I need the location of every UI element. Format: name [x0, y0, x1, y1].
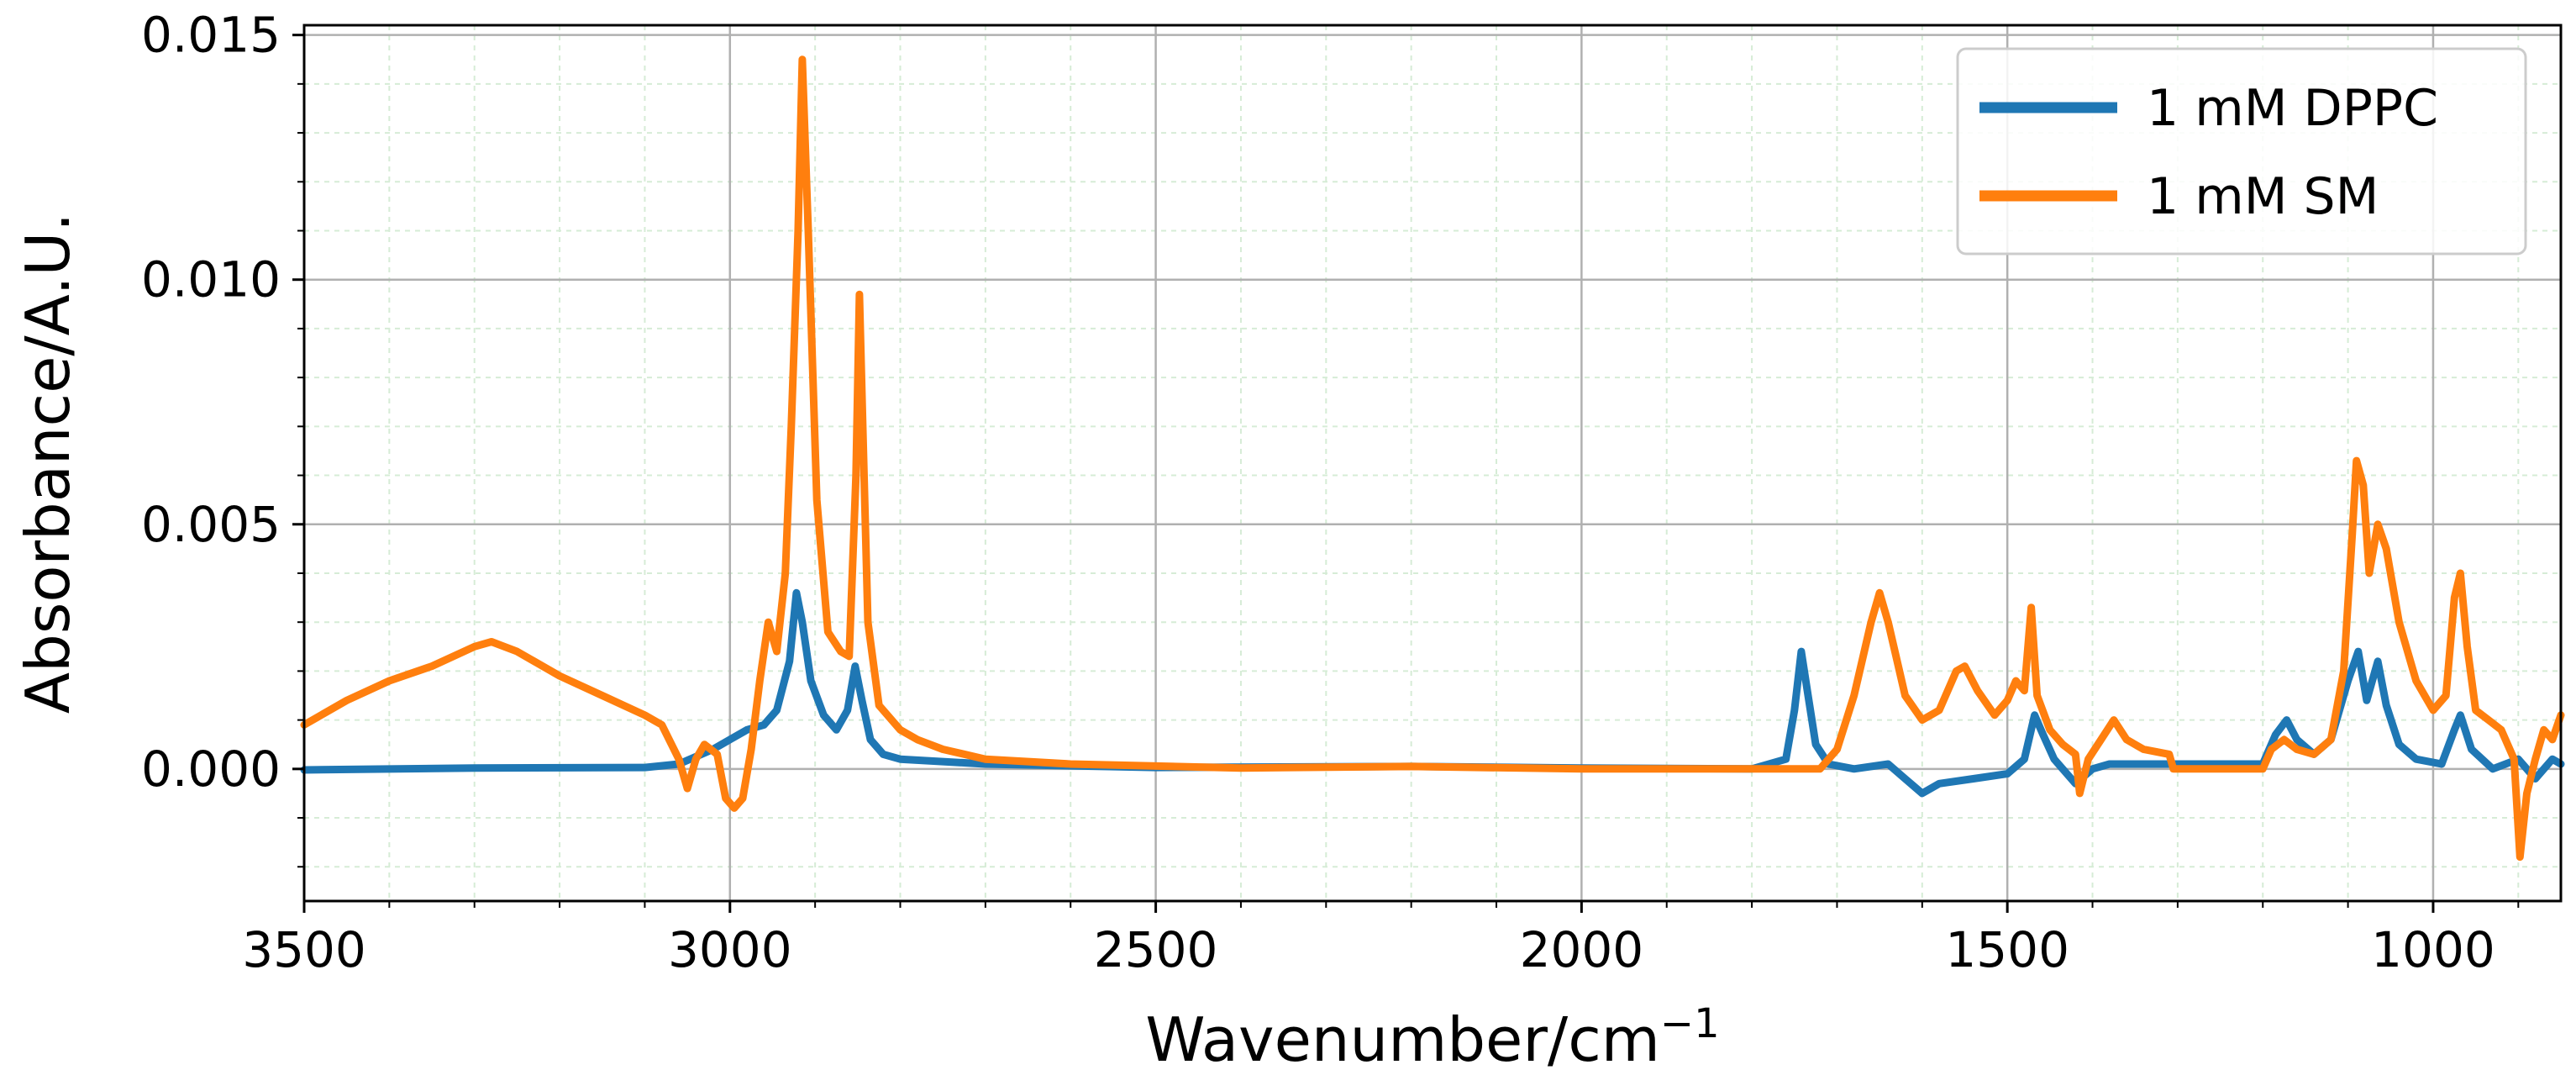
x-tick-label: 1500 [1945, 921, 2069, 978]
plot-frame [302, 24, 2563, 903]
y-axis-title: Absorbance/A.U. [13, 213, 83, 714]
x-axis-title-superscript: −1 [1660, 1000, 1720, 1047]
series-line-sm [300, 55, 2565, 862]
legend-box [1956, 47, 2527, 256]
y-tick-label: 0.005 [141, 496, 281, 553]
x-axis-title-text: Wavenumber/cm [1145, 1004, 1660, 1075]
axis-tick-labels: 3500 3000 2500 2000 1500 1000 0.000 0.005 0.010 0… [141, 7, 2495, 978]
x-tick-label: 1000 [2371, 921, 2495, 978]
legend-label: 1 mM DPPC [2147, 79, 2438, 138]
legend-label: 1 mM SM [2147, 167, 2379, 226]
series-layer [300, 55, 2565, 862]
minor-grid [304, 25, 2561, 901]
y-tick-label: 0.010 [141, 251, 281, 308]
x-tick-label: 2000 [1520, 921, 1644, 978]
y-tick-label: 0.000 [141, 741, 281, 798]
legend: 1 mM DPPC 1 mM SM [1956, 47, 2527, 256]
axis-ticks [292, 34, 2520, 913]
series-line-dppc [300, 588, 2565, 798]
x-tick-label: 3000 [668, 921, 792, 978]
x-tick-label: 3500 [242, 921, 366, 978]
y-tick-label: 0.015 [141, 7, 281, 64]
x-axis-title: Wavenumber/cm−1 [1145, 1000, 1719, 1075]
x-tick-label: 2500 [1094, 921, 1218, 978]
